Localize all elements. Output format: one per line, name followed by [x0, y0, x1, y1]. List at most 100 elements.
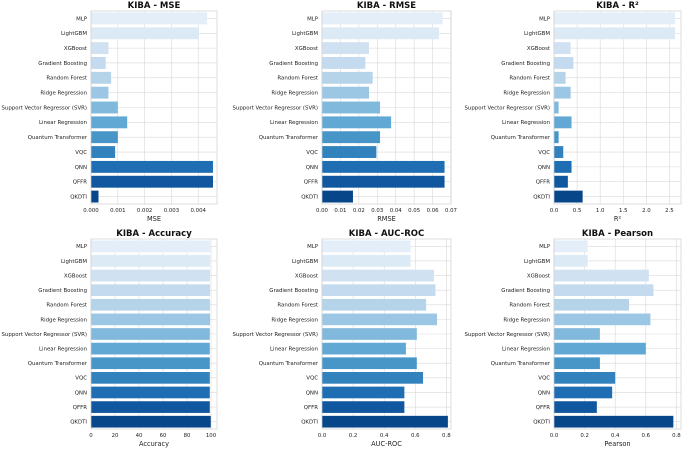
y-tick-label: Linear Regression — [39, 120, 87, 126]
bar-qkdti — [91, 415, 211, 428]
y-tick-label: LightGBM — [292, 31, 318, 37]
y-tick-label: Quantum Transformer — [28, 135, 88, 141]
y-tick-label: Quantum Transformer — [259, 135, 319, 141]
y-tick-label: MLP — [539, 16, 551, 22]
x-tick-label: 0.8 — [442, 433, 451, 439]
y-tick-label: QNN — [75, 165, 87, 171]
bar-vqc — [91, 372, 210, 384]
bar-random-forest — [91, 71, 112, 84]
chart-title: KIBA - Accuracy — [116, 229, 192, 239]
bar-vqc — [322, 146, 377, 158]
bar-linear-regression — [322, 116, 392, 129]
x-tick-label: 0.000 — [83, 208, 99, 214]
plot-frame — [321, 10, 452, 205]
plot-frame — [553, 10, 682, 205]
y-tick-label: Random Forest — [277, 303, 318, 309]
y-tick-label: Ridge Regression — [40, 317, 87, 323]
x-axis-label: RMSE — [377, 215, 396, 223]
x-tick-label: 80 — [184, 433, 191, 439]
y-tick-label: QKDTI — [70, 194, 87, 200]
y-tick-label: Linear Regression — [270, 347, 318, 353]
bar-vqc — [554, 372, 616, 384]
x-tick-label: 20 — [112, 433, 119, 439]
y-tick-label: VQC — [538, 376, 550, 382]
y-tick-label: QFFR — [536, 180, 550, 186]
y-tick-label: Quantum Transformer — [259, 361, 319, 367]
bar-ridge-regression — [554, 86, 571, 99]
bar-qffr — [322, 401, 405, 413]
y-tick-label: MLP — [76, 244, 88, 250]
x-tick-label: 1.0 — [596, 208, 605, 214]
y-tick-label: QKDTI — [301, 420, 318, 426]
x-tick-label: 100 — [206, 433, 217, 439]
bar-vqc — [322, 372, 424, 384]
x-tick-label: 0.03 — [371, 208, 383, 214]
bar-qffr — [322, 175, 445, 188]
bar-ridge-regression — [554, 313, 651, 326]
bar-qkdti — [322, 190, 353, 203]
bar-ridge-regression — [322, 86, 369, 99]
plot-frame — [321, 238, 452, 430]
x-tick-label: 0.02 — [353, 208, 365, 214]
x-tick-label: 60 — [160, 433, 167, 439]
x-tick-label: 0.01 — [334, 208, 346, 214]
chart-title: KIBA - R² — [596, 1, 639, 11]
bar-gradient-boosting — [91, 284, 211, 296]
x-tick-label: 40 — [136, 433, 143, 439]
bar-gradient-boosting — [91, 57, 106, 69]
bar-vqc — [554, 146, 564, 158]
chart-panel-3: KIBA - R² MLP LightGBM XGBoost Gradient Boos… — [465, 1, 682, 223]
bar-qnn — [554, 160, 572, 173]
y-tick-label: Gradient Boosting — [38, 288, 87, 294]
y-tick-label: Random Forest — [46, 303, 87, 309]
y-tick-label: Ridge Regression — [503, 91, 550, 97]
x-tick-label: 1.5 — [619, 208, 628, 214]
chart-panel-4: KIBA - Accuracy MLP LightGBM XGBoost Gradien… — [2, 229, 218, 448]
bar-mlp — [91, 240, 211, 253]
y-tick-label: Linear Regression — [39, 347, 87, 353]
bar-random-forest — [322, 298, 427, 311]
y-tick-label: Ridge Regression — [271, 317, 318, 323]
bar-quantum-transformer — [554, 131, 559, 144]
bar-random-forest — [91, 298, 210, 311]
y-tick-label: QKDTI — [301, 194, 318, 200]
bar-linear-regression — [554, 116, 572, 129]
y-tick-label: XGBoost — [64, 46, 87, 52]
x-tick-label: 2.5 — [665, 208, 674, 214]
y-tick-label: QNN — [75, 390, 87, 396]
x-tick-label: 0.07 — [445, 208, 457, 214]
x-tick-label: 2.0 — [642, 208, 651, 214]
bar-ridge-regression — [91, 86, 109, 99]
x-tick-label: 0.04 — [390, 208, 403, 214]
chart-title: KIBA - Pearson — [582, 229, 653, 239]
bar-qkdti — [322, 415, 448, 428]
bar-support-vector-regressor-svr — [322, 328, 417, 340]
y-tick-label: QFFR — [304, 180, 318, 186]
chart-panel-1: KIBA - MSE MLP LightGBM XGBoost Gradient Boo… — [2, 1, 218, 223]
bar-ridge-regression — [322, 313, 438, 326]
y-tick-label: Random Forest — [277, 76, 318, 82]
y-tick-label: Gradient Boosting — [38, 61, 87, 67]
bar-xgboost — [554, 269, 649, 282]
x-tick-label: 0.2 — [349, 433, 358, 439]
bar-linear-regression — [91, 116, 128, 129]
x-tick-label: 0 — [89, 433, 93, 439]
y-tick-label: Gradient Boosting — [269, 61, 318, 67]
bar-xgboost — [322, 42, 369, 55]
y-tick-label: Linear Regression — [502, 120, 550, 126]
y-tick-label: Support Vector Regressor (SVR) — [2, 332, 87, 338]
bar-mlp — [554, 240, 588, 253]
y-tick-label: Random Forest — [509, 303, 550, 309]
y-tick-label: Support Vector Regressor (SVR) — [465, 105, 550, 111]
y-tick-label: QNN — [306, 165, 318, 171]
x-tick-label: 0.2 — [580, 433, 589, 439]
bar-linear-regression — [554, 342, 646, 355]
y-tick-label: Linear Regression — [270, 120, 318, 126]
bar-mlp — [322, 240, 411, 253]
bar-support-vector-regressor-svr — [554, 328, 600, 340]
bar-quantum-transformer — [322, 131, 381, 144]
x-tick-label: 0.05 — [408, 208, 420, 214]
chart-title: KIBA - MSE — [128, 1, 181, 11]
bar-qkdti — [91, 190, 99, 203]
bar-lightgbm — [322, 27, 440, 40]
